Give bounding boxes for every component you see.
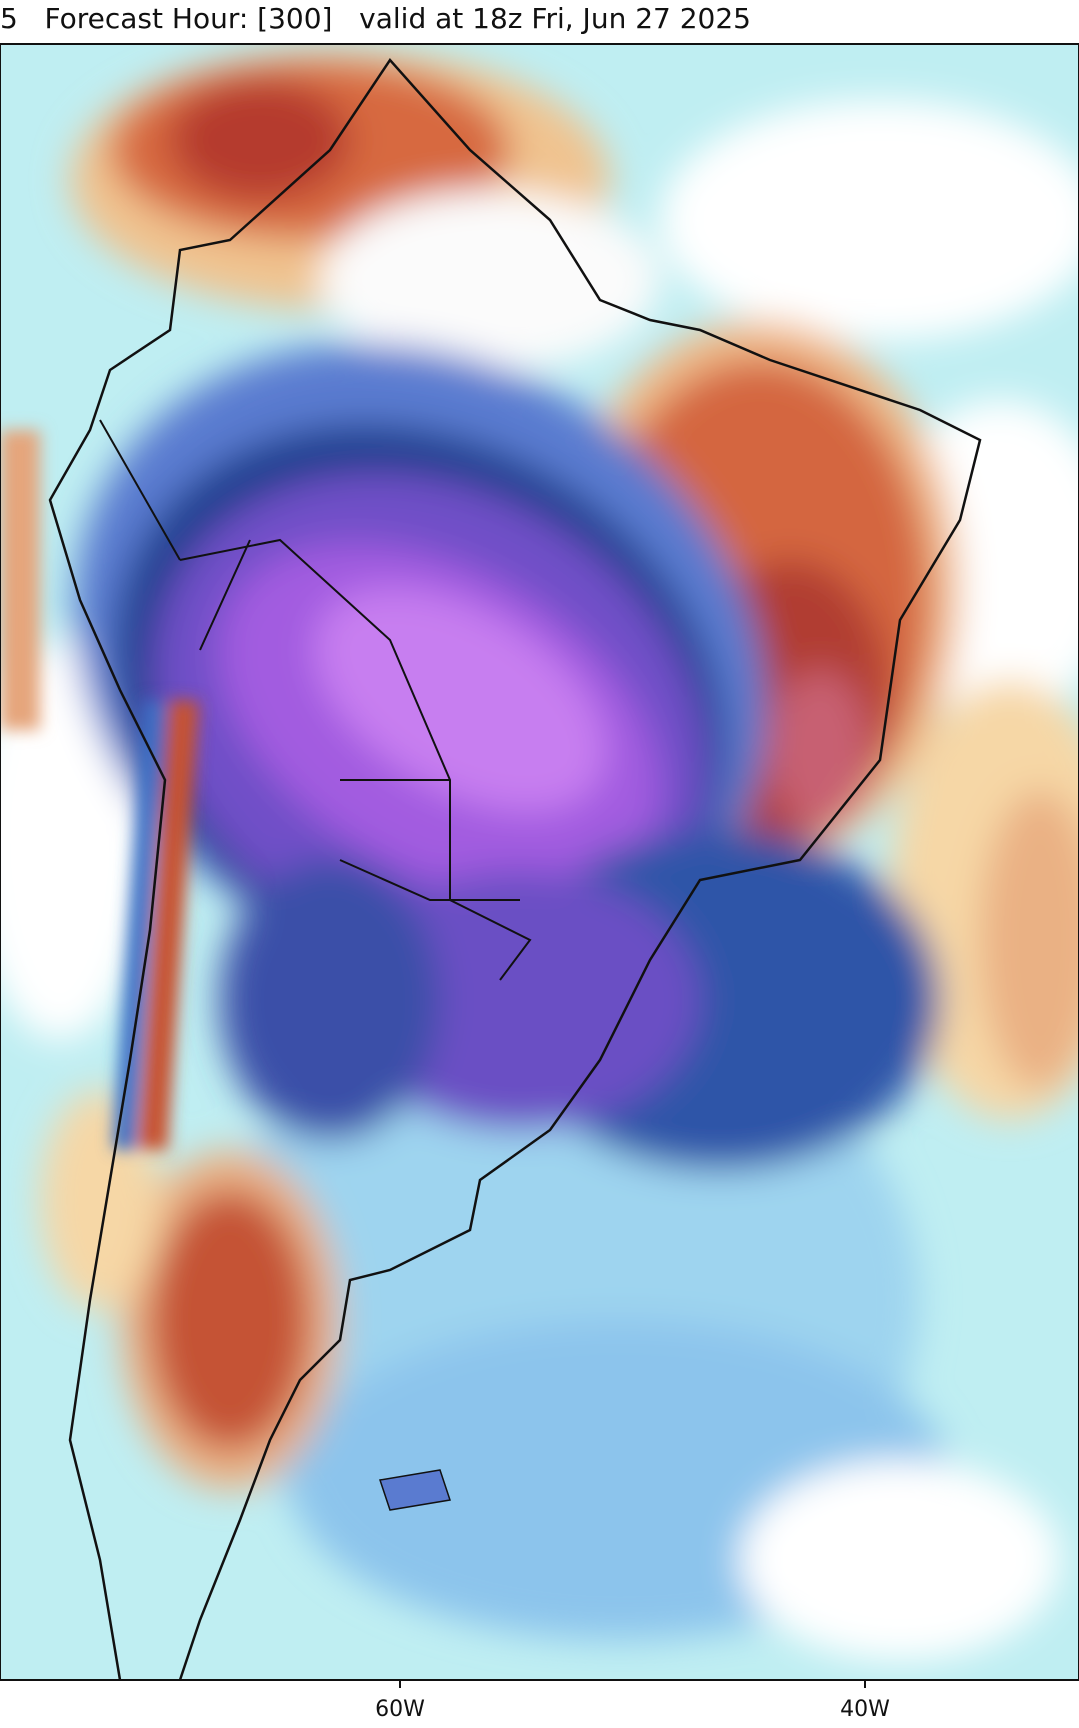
longitude-label: 40W <box>840 1697 890 1722</box>
map-title: 5 Forecast Hour: [300] valid at 18z Fri,… <box>0 2 751 35</box>
temperature-field <box>0 44 1079 1680</box>
longitude-label: 60W <box>375 1697 425 1722</box>
